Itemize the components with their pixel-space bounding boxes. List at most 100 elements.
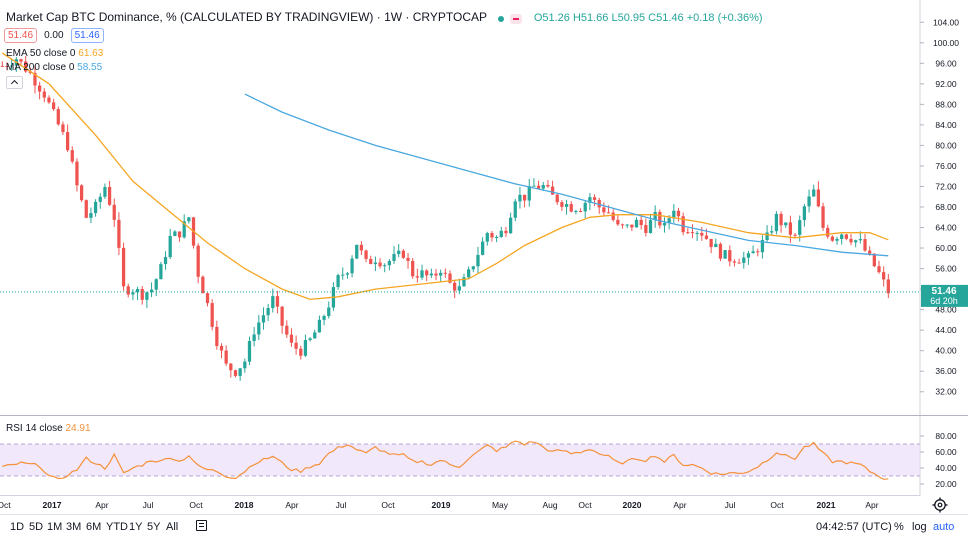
time-axis[interactable]: Oct 2017 Apr Jul Oct 2018 Apr Jul Oct 2019 May Aug O…: [0, 500, 879, 510]
candle-body: [168, 235, 172, 258]
candle-body: [728, 250, 732, 262]
ema-legend[interactable]: EMA 50 close 0 61.63: [6, 47, 103, 61]
timeframe-button-6m[interactable]: 6M: [86, 521, 102, 533]
percent-scale-toggle[interactable]: %: [894, 521, 904, 533]
utc-clock[interactable]: 04:42:57 (UTC): [816, 521, 892, 533]
candle-body: [723, 250, 727, 259]
time-tick-label: May: [492, 500, 509, 510]
candle-body: [700, 232, 704, 236]
date-range-icon[interactable]: [196, 520, 207, 531]
candle-body: [481, 241, 485, 255]
rsi-value: 24.91: [65, 423, 91, 434]
candle-body: [47, 97, 51, 103]
candle-body: [271, 296, 275, 309]
candle-body: [858, 239, 862, 241]
ask-price-box[interactable]: 51.46: [70, 28, 104, 43]
candle-body: [882, 272, 886, 280]
price-tick-label: 48.00: [935, 305, 957, 315]
candle-body: [513, 201, 517, 218]
chart-legend: Market Cap BTC Dominance, % (CALCULATED …: [6, 10, 763, 25]
candle-body: [695, 232, 699, 234]
rsi-legend[interactable]: RSI 14 close 24.91: [6, 422, 91, 436]
rsi-tick-label: 60.00: [935, 447, 957, 457]
candle-body: [355, 244, 359, 259]
collapse-legend-button[interactable]: [6, 76, 23, 89]
candle-body: [415, 276, 419, 278]
candle-body: [406, 257, 410, 261]
candle-body: [630, 224, 634, 228]
candle-body: [676, 210, 681, 217]
candle-body: [504, 230, 508, 234]
candle-body: [527, 186, 531, 201]
settings-gear-icon[interactable]: [932, 497, 948, 513]
candle-body: [546, 185, 550, 187]
candle-body: [718, 243, 723, 259]
timeframe-button-3m[interactable]: 3M: [66, 521, 82, 533]
log-scale-toggle[interactable]: log: [912, 521, 927, 533]
price-axis[interactable]: 104.00 100.00 96.00 92.00 88.00 84.00 80.00 76.…: [920, 17, 959, 397]
candle-body: [536, 185, 541, 189]
candle-body: [38, 85, 42, 92]
candle-body: [117, 219, 121, 248]
price-tick-label: 76.00: [935, 161, 957, 171]
candle-body: [112, 204, 116, 220]
timeframe-button-1d[interactable]: 1D: [10, 521, 25, 533]
bid-ask-row: 51.46 0.00 51.46: [4, 28, 104, 43]
rsi-band: [0, 444, 920, 476]
timeframe-button-1y[interactable]: 1Y: [129, 521, 143, 533]
candle-body: [252, 334, 256, 341]
candle-body: [140, 288, 144, 300]
candle-body: [471, 266, 475, 270]
candle-body: [383, 265, 387, 267]
candle-body: [812, 189, 816, 197]
timeframe-button-all[interactable]: All: [166, 521, 179, 533]
price-tick-label: 84.00: [935, 120, 957, 130]
timeframe-button-1m[interactable]: 1M: [47, 521, 63, 533]
candle-body: [485, 233, 489, 242]
rsi-axis[interactable]: 80.00 60.00 40.00 20.00: [920, 431, 957, 489]
market-status-dots[interactable]: [498, 11, 523, 25]
timeframe-button-ytd[interactable]: YTD: [106, 521, 128, 533]
candle-body: [317, 319, 322, 333]
candle-body: [574, 211, 578, 213]
candle-body: [299, 348, 303, 356]
candle-body: [490, 233, 494, 238]
auto-scale-toggle[interactable]: auto: [933, 521, 955, 533]
candle-body: [65, 132, 70, 151]
candle-body: [592, 197, 597, 200]
candle-body: [387, 260, 392, 266]
candle-body: [662, 222, 667, 226]
candle-body: [126, 286, 130, 295]
candle-body: [289, 334, 294, 343]
candle-body: [238, 368, 242, 376]
bid-price-box[interactable]: 51.46: [4, 28, 38, 43]
candle-body: [840, 234, 844, 239]
candle-body: [187, 217, 191, 222]
time-tick-label: 2018: [235, 500, 254, 510]
candle-body: [364, 250, 368, 259]
candle-body: [397, 250, 401, 254]
candle-body: [429, 273, 433, 276]
candle-body: [341, 274, 345, 276]
flag-icon: [510, 13, 523, 24]
price-tick-label: 36.00: [935, 366, 957, 376]
candle-body: [751, 251, 755, 254]
candle-body: [686, 232, 690, 234]
candle-body: [439, 272, 443, 276]
symbol-title[interactable]: Market Cap BTC Dominance, % (CALCULATED …: [6, 10, 487, 24]
candle-body: [322, 316, 326, 320]
timeframe-button-5d[interactable]: 5D: [29, 521, 44, 533]
candle-body: [499, 230, 503, 238]
candle-body: [462, 277, 466, 287]
candle-body: [793, 234, 797, 236]
timeframe-button-5y[interactable]: 5Y: [147, 521, 161, 533]
candle-body: [285, 325, 289, 335]
ma-legend[interactable]: MA 200 close 0 58.55: [6, 61, 102, 75]
candle-body: [303, 340, 308, 356]
candle-body: [448, 273, 452, 283]
candle-body: [560, 202, 564, 207]
time-tick-label: Oct: [381, 500, 395, 510]
candle-body: [243, 361, 247, 369]
candle-body: [569, 204, 573, 212]
